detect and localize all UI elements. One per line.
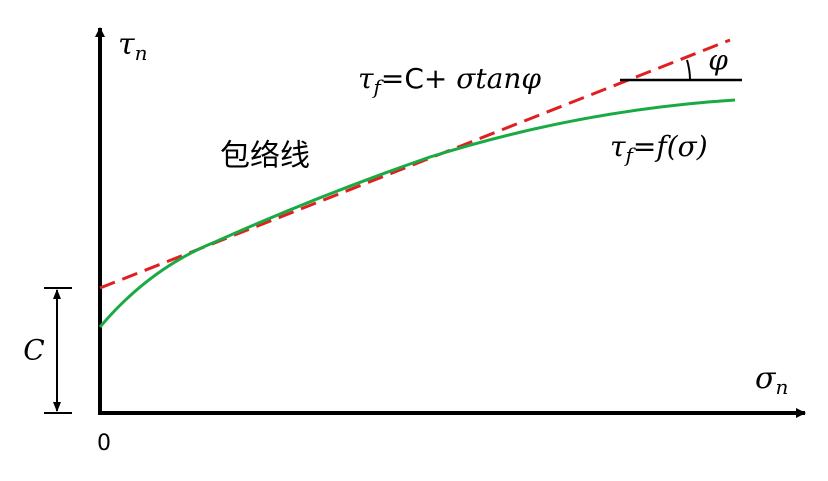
curve-equation: τf=f(σ) — [610, 130, 708, 167]
angle-arc — [686, 59, 691, 81]
line-equation: τf=C+ σtanφ — [358, 62, 541, 99]
y-axis-label: τn — [118, 27, 148, 65]
origin-label: 0 — [97, 431, 111, 456]
strength-line — [99, 38, 731, 290]
intercept-label: C — [23, 334, 44, 367]
angle-label: φ — [708, 44, 728, 77]
x-axis-label: σn — [755, 361, 788, 399]
envelope-curve — [98, 98, 736, 328]
envelope-label: 包络线 — [220, 139, 310, 174]
